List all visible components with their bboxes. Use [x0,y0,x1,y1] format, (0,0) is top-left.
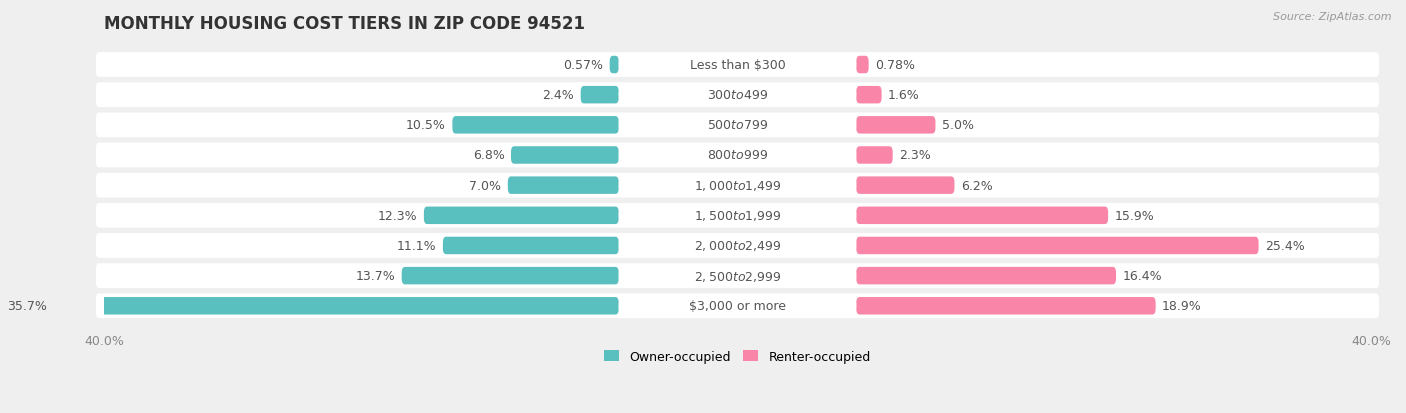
FancyBboxPatch shape [619,267,856,285]
Text: $3,000 or more: $3,000 or more [689,299,786,313]
FancyBboxPatch shape [610,57,619,74]
Text: 15.9%: 15.9% [1115,209,1154,222]
Text: $800 to $999: $800 to $999 [707,149,768,162]
Text: MONTHLY HOUSING COST TIERS IN ZIP CODE 94521: MONTHLY HOUSING COST TIERS IN ZIP CODE 9… [104,15,585,33]
FancyBboxPatch shape [619,207,856,225]
Text: Less than $300: Less than $300 [689,59,786,72]
FancyBboxPatch shape [856,117,935,134]
Text: 2.3%: 2.3% [898,149,931,162]
FancyBboxPatch shape [53,297,619,315]
Text: 10.5%: 10.5% [406,119,446,132]
FancyBboxPatch shape [856,57,869,74]
Text: 35.7%: 35.7% [7,299,46,313]
FancyBboxPatch shape [96,173,1379,198]
FancyBboxPatch shape [856,147,893,164]
FancyBboxPatch shape [453,117,619,134]
Text: 7.0%: 7.0% [470,179,502,192]
FancyBboxPatch shape [856,237,1258,254]
FancyBboxPatch shape [619,117,856,134]
Text: 6.2%: 6.2% [960,179,993,192]
FancyBboxPatch shape [856,297,1156,315]
FancyBboxPatch shape [619,177,856,195]
FancyBboxPatch shape [96,53,1379,78]
Legend: Owner-occupied, Renter-occupied: Owner-occupied, Renter-occupied [599,345,876,368]
Text: 13.7%: 13.7% [356,269,395,282]
Text: $300 to $499: $300 to $499 [707,89,768,102]
FancyBboxPatch shape [402,267,619,285]
FancyBboxPatch shape [423,207,619,225]
FancyBboxPatch shape [619,297,856,315]
FancyBboxPatch shape [856,177,955,195]
FancyBboxPatch shape [619,87,856,104]
FancyBboxPatch shape [856,267,1116,285]
Text: $2,500 to $2,999: $2,500 to $2,999 [693,269,782,283]
Text: 5.0%: 5.0% [942,119,974,132]
Text: 2.4%: 2.4% [543,89,574,102]
Text: 11.1%: 11.1% [396,240,436,252]
Text: $500 to $799: $500 to $799 [707,119,768,132]
Text: Source: ZipAtlas.com: Source: ZipAtlas.com [1274,12,1392,22]
Text: 6.8%: 6.8% [472,149,505,162]
Text: $1,500 to $1,999: $1,500 to $1,999 [693,209,782,223]
FancyBboxPatch shape [510,147,619,164]
FancyBboxPatch shape [443,237,619,254]
Text: $1,000 to $1,499: $1,000 to $1,499 [693,179,782,193]
Text: 12.3%: 12.3% [378,209,418,222]
Text: 18.9%: 18.9% [1161,299,1202,313]
Text: 1.6%: 1.6% [889,89,920,102]
FancyBboxPatch shape [619,237,856,254]
Text: $2,000 to $2,499: $2,000 to $2,499 [693,239,782,253]
FancyBboxPatch shape [96,143,1379,168]
Text: 0.78%: 0.78% [875,59,915,72]
FancyBboxPatch shape [619,147,856,164]
FancyBboxPatch shape [96,263,1379,288]
FancyBboxPatch shape [96,113,1379,138]
Text: 16.4%: 16.4% [1122,269,1161,282]
FancyBboxPatch shape [856,207,1108,225]
Text: 0.57%: 0.57% [564,59,603,72]
FancyBboxPatch shape [96,204,1379,228]
FancyBboxPatch shape [96,233,1379,258]
FancyBboxPatch shape [619,57,856,74]
FancyBboxPatch shape [96,294,1379,318]
Text: 25.4%: 25.4% [1265,240,1305,252]
FancyBboxPatch shape [581,87,619,104]
FancyBboxPatch shape [96,83,1379,108]
FancyBboxPatch shape [508,177,619,195]
FancyBboxPatch shape [856,87,882,104]
